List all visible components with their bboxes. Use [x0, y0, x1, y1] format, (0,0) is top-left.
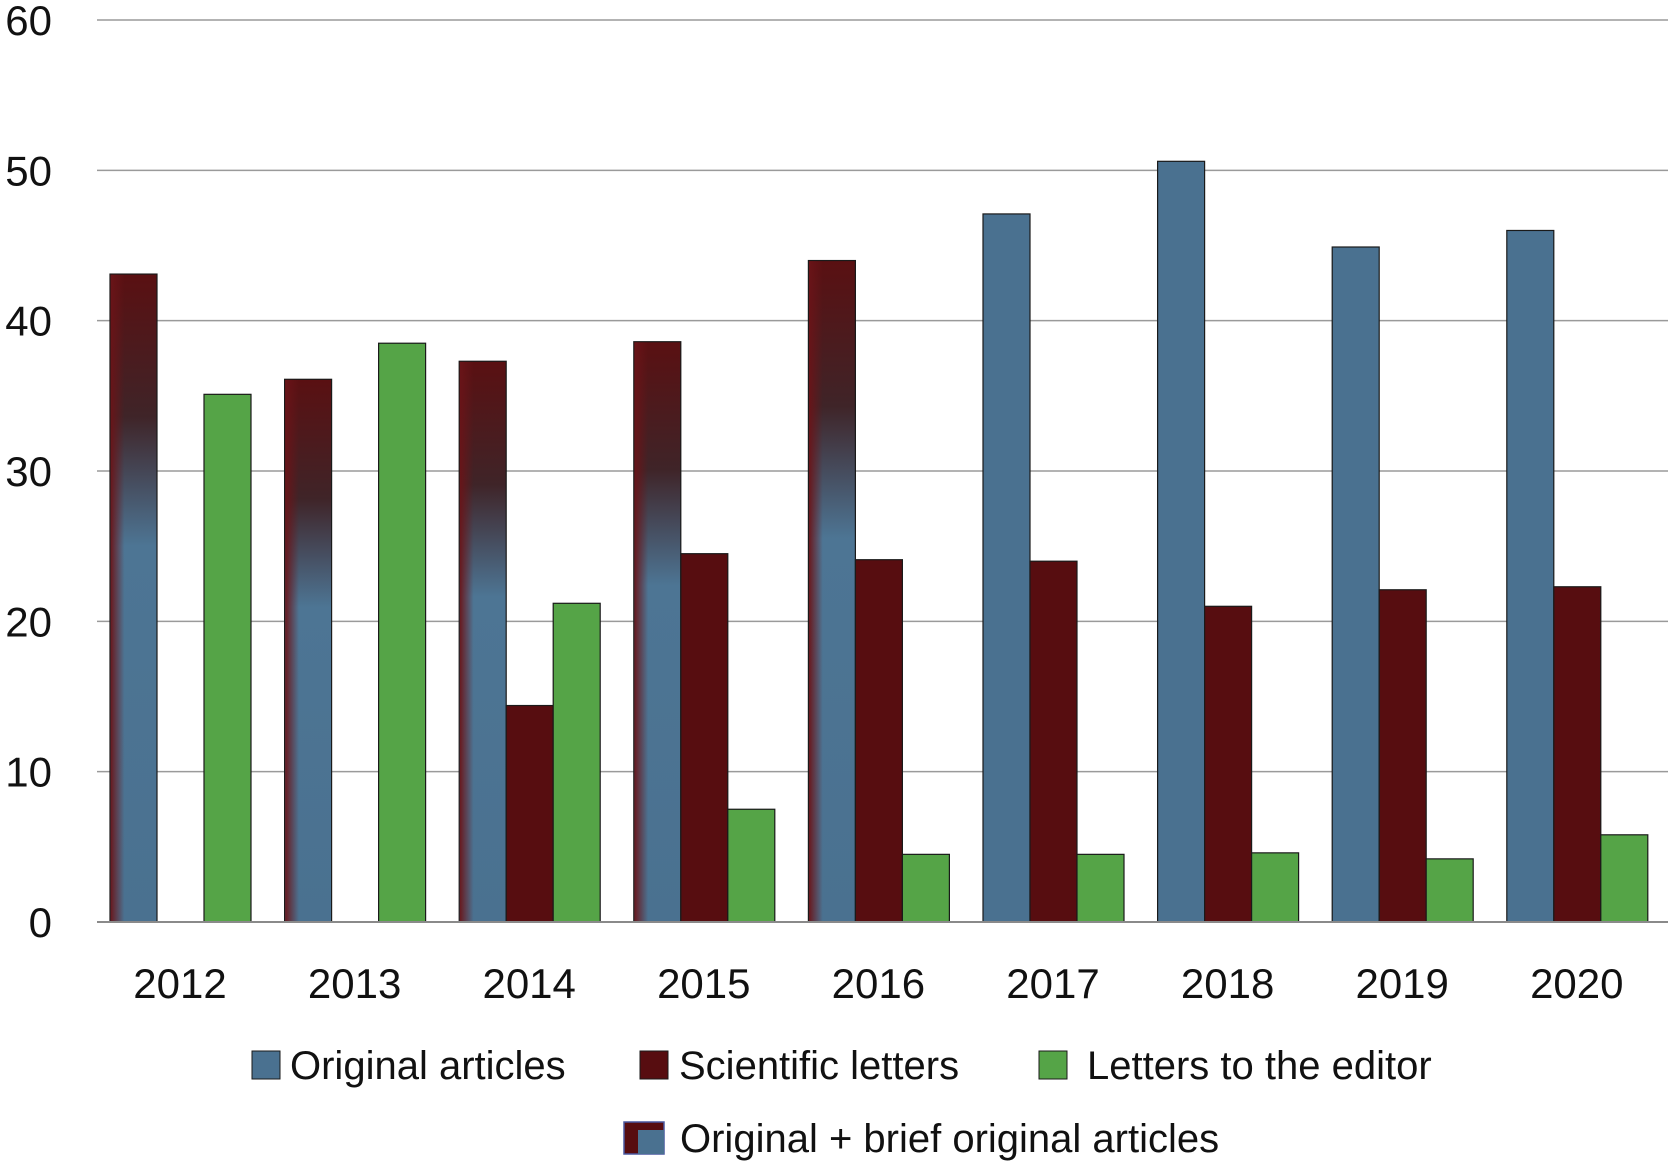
- bar-shading: [809, 261, 855, 922]
- bar-shading: [459, 361, 506, 922]
- bar: [1250, 852, 1300, 923]
- bar: [378, 342, 427, 923]
- legend-swatch: [1038, 1050, 1068, 1080]
- y-tick-label: 10: [5, 749, 52, 796]
- x-tick-label: 2016: [832, 960, 925, 1007]
- bar: [505, 704, 554, 923]
- legend-swatch: [251, 1050, 281, 1080]
- bar: [1029, 560, 1078, 923]
- bar: [1553, 586, 1602, 923]
- x-tick-label: 2013: [308, 960, 401, 1007]
- bar: [727, 808, 776, 923]
- y-tick-label: 30: [5, 448, 52, 495]
- y-tick-label: 50: [5, 147, 52, 194]
- x-tick-label: 2014: [482, 960, 575, 1007]
- bar-shading: [634, 342, 681, 922]
- legend-swatch-combined-inner: [638, 1130, 664, 1154]
- y-tick-label: 0: [29, 899, 52, 946]
- bar: [1378, 589, 1427, 923]
- y-tick-label: 20: [5, 598, 52, 645]
- legend-swatch: [639, 1050, 669, 1080]
- bar-shading: [110, 274, 157, 922]
- bar: [1076, 853, 1125, 923]
- x-tick-label: 2012: [133, 960, 226, 1007]
- x-tick-label: 2015: [657, 960, 750, 1007]
- legend-label: Letters to the editor: [1087, 1044, 1432, 1088]
- bar: [1156, 160, 1206, 923]
- bar: [1425, 858, 1474, 923]
- x-tick-label: 2017: [1006, 960, 1099, 1007]
- legend-label: Original articles: [290, 1044, 566, 1088]
- bar: [1600, 834, 1649, 923]
- x-tick-label: 2020: [1530, 960, 1623, 1007]
- x-tick-label: 2019: [1355, 960, 1448, 1007]
- legend-label-combined: Original + brief original articles: [680, 1117, 1219, 1161]
- x-tick-label: 2018: [1181, 960, 1274, 1007]
- bar: [901, 853, 951, 923]
- bar: [1331, 246, 1380, 923]
- y-tick-label: 60: [5, 0, 52, 44]
- y-tick-label: 40: [5, 298, 52, 345]
- bar: [680, 553, 729, 923]
- legend: Original articles Scientific letters Lette…: [251, 1044, 1432, 1161]
- legend-label: Scientific letters: [679, 1044, 959, 1088]
- bar-shading: [285, 379, 331, 922]
- bars: [109, 160, 1649, 923]
- y-axis-ticks: 0 10 20 30 40 50 60: [5, 0, 52, 946]
- x-axis-ticks: 2012 2013 2014 2015 2016 2017 2018 2019 2020: [133, 960, 1623, 1007]
- bar: [552, 602, 601, 923]
- bar: [1203, 605, 1253, 923]
- bar: [203, 393, 252, 923]
- bar: [854, 559, 904, 923]
- bar: [982, 213, 1031, 923]
- bar: [1506, 229, 1555, 923]
